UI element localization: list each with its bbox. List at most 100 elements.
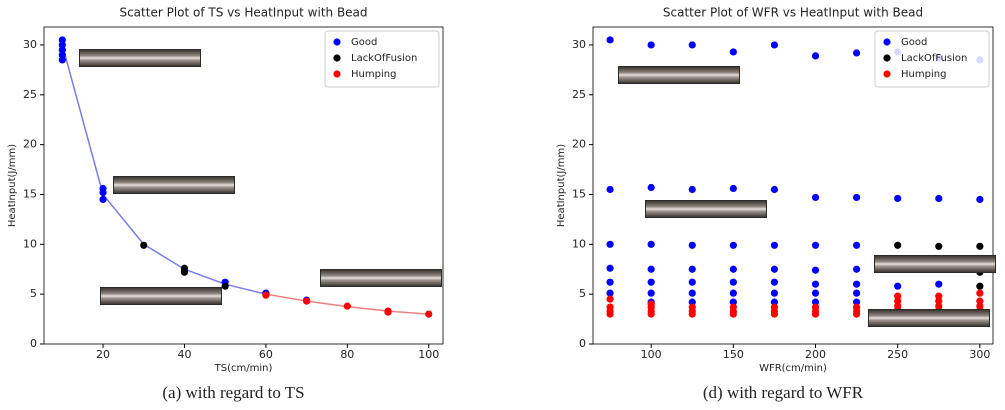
- point: [811, 280, 820, 288]
- legend-label: LackOfFusion: [351, 53, 417, 64]
- y-tick-label: 25: [572, 88, 586, 101]
- point: [384, 308, 392, 316]
- x-tick-label: 150: [723, 348, 744, 361]
- point: [976, 242, 984, 250]
- bead-image: [645, 200, 767, 218]
- point: [770, 289, 779, 297]
- y-axis-label: HeatInput(J/mm): [7, 144, 18, 227]
- y-tick-label: 10: [572, 237, 586, 250]
- point: [606, 289, 614, 297]
- x-tick-label: 40: [177, 348, 191, 361]
- bead-image: [618, 66, 740, 84]
- point: [688, 303, 696, 311]
- point: [647, 240, 655, 248]
- point: [729, 184, 737, 193]
- caption: (d) with regard to WFR: [703, 383, 864, 402]
- point: [852, 289, 861, 297]
- y-tick-label: 15: [23, 187, 37, 200]
- x-tick-label: 20: [96, 348, 110, 361]
- point: [58, 56, 66, 64]
- point: [935, 280, 943, 288]
- point: [935, 194, 943, 203]
- y-tick-label: 20: [572, 138, 586, 151]
- point: [606, 36, 614, 44]
- point: [140, 241, 148, 249]
- plot-frame: [43, 26, 444, 345]
- point: [58, 51, 66, 59]
- point: [688, 185, 696, 194]
- point: [770, 41, 779, 49]
- y-tick-label: 30: [572, 38, 586, 51]
- x-tick-label: 80: [340, 348, 354, 361]
- legend-label: Humping: [351, 69, 396, 80]
- point: [811, 289, 820, 297]
- legend-marker: [883, 54, 891, 62]
- x-tick-label: 100: [418, 348, 439, 361]
- point: [58, 41, 66, 49]
- point: [647, 289, 655, 297]
- y-tick-label: 25: [23, 88, 37, 101]
- y-tick-label: 0: [579, 337, 586, 350]
- point: [894, 302, 902, 310]
- point: [852, 298, 861, 306]
- point: [425, 310, 433, 318]
- trend-line: [61, 44, 267, 295]
- point: [729, 289, 737, 297]
- bead-image: [320, 269, 442, 287]
- point: [647, 41, 655, 49]
- point: [99, 184, 107, 193]
- point: [770, 185, 779, 194]
- chart-title: Scatter Plot of TS vs HeatInput with Bea…: [119, 6, 367, 20]
- point: [606, 303, 614, 311]
- point: [894, 241, 902, 249]
- point: [770, 278, 779, 286]
- point: [729, 241, 737, 249]
- legend-marker: [333, 38, 341, 46]
- point: [647, 265, 655, 273]
- legend: Good LackOfFusion Humping: [324, 30, 440, 88]
- point: [688, 241, 696, 249]
- y-tick-label: 10: [23, 237, 37, 250]
- point: [606, 185, 614, 194]
- y-tick-label: 20: [23, 138, 37, 151]
- point: [852, 265, 861, 273]
- point: [343, 302, 351, 310]
- point: [770, 241, 779, 249]
- y-tick-label: 30: [23, 38, 37, 51]
- point: [811, 298, 820, 306]
- point: [935, 302, 943, 310]
- point: [976, 195, 984, 204]
- x-tick-label: 100: [641, 348, 662, 361]
- point: [647, 183, 655, 192]
- legend-marker: [883, 38, 891, 46]
- bead-image: [868, 309, 990, 327]
- point: [976, 282, 984, 290]
- point: [58, 46, 66, 54]
- caption: (a) with regard to TS: [162, 383, 304, 402]
- point: [852, 303, 861, 311]
- point: [729, 48, 737, 56]
- point: [935, 292, 943, 300]
- point: [811, 52, 820, 60]
- legend-label: Humping: [901, 69, 946, 80]
- y-tick-label: 5: [30, 287, 37, 300]
- point: [606, 264, 614, 272]
- point: [894, 194, 902, 203]
- point: [688, 41, 696, 49]
- point: [894, 292, 902, 300]
- point: [935, 242, 943, 250]
- legend-marker: [333, 70, 341, 78]
- point: [852, 193, 861, 202]
- bead-image: [113, 176, 235, 194]
- point: [976, 297, 984, 305]
- point: [811, 241, 820, 249]
- point: [811, 193, 820, 202]
- y-tick-label: 0: [30, 337, 37, 350]
- legend-label: Good: [351, 37, 377, 48]
- point: [894, 282, 902, 290]
- y-axis-label: HeatInput(J/mm): [556, 144, 567, 227]
- point: [811, 266, 820, 274]
- point: [688, 265, 696, 273]
- x-axis-label: WFR(cm/min): [759, 363, 827, 374]
- point: [58, 36, 66, 44]
